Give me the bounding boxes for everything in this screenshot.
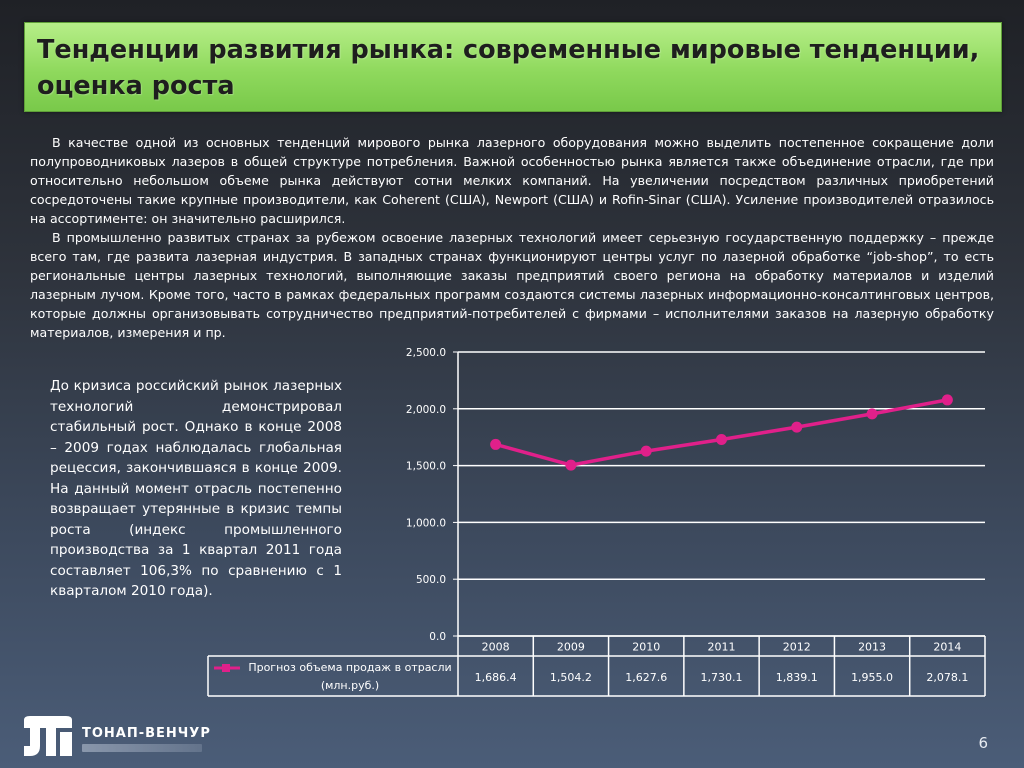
data-point <box>866 408 878 420</box>
series-line <box>495 398 948 467</box>
data-table-value: 1,686.4 <box>475 671 517 684</box>
chart-grid <box>453 351 985 637</box>
side-text: До кризиса российский рынок лазерных тех… <box>50 378 342 599</box>
x-category-label: 2014 <box>933 641 961 654</box>
data-point <box>716 433 727 445</box>
data-point <box>941 394 953 406</box>
data-point <box>490 438 502 450</box>
paragraph-1: В качестве одной из основных тенденций м… <box>30 135 994 226</box>
x-category-label: 2011 <box>708 641 736 654</box>
data-table-value: 1,839.1 <box>776 671 818 684</box>
slide-title: Тенденции развития рынка: современные ми… <box>37 35 980 101</box>
company-name: ТОНАП-ВЕНЧУР <box>82 726 211 741</box>
y-tick-label: 2,500.0 <box>406 347 446 359</box>
company-tagline-graphic <box>82 744 202 752</box>
body-text: В качестве одной из основных тенденций м… <box>30 133 994 342</box>
x-category-label: 2013 <box>858 641 886 654</box>
y-tick-label: 1,500.0 <box>406 461 446 473</box>
chart-series <box>490 394 953 471</box>
y-tick-label: 1,000.0 <box>406 517 446 529</box>
y-tick-label: 500.0 <box>416 574 446 586</box>
data-table-value: 1,504.2 <box>550 671 592 684</box>
legend-series-name: Прогноз объема продаж в отрасли (млн.руб.… <box>248 661 451 692</box>
paragraph-2: В промышленно развитых странах за рубежо… <box>30 230 994 340</box>
page-number: 6 <box>978 734 988 752</box>
x-category-label: 2012 <box>783 641 811 654</box>
x-category-label: 2008 <box>482 641 510 654</box>
data-point <box>791 421 803 433</box>
data-table-value: 1,955.0 <box>851 671 893 684</box>
data-table-value: 1,730.1 <box>701 671 743 684</box>
data-point <box>640 445 652 457</box>
company-logo-icon <box>22 716 74 756</box>
x-category-label: 2010 <box>632 641 660 654</box>
slide-title-banner: Тенденции развития рынка: современные ми… <box>24 22 1002 112</box>
data-table-value: 1,627.6 <box>625 671 667 684</box>
y-tick-label: 2,000.0 <box>406 404 446 416</box>
chart-data-table: 2008 2009 2010 2011 2012 2013 2014 1,686.4 1,504… <box>207 635 986 697</box>
data-point <box>565 459 577 471</box>
x-category-label: 2009 <box>557 641 585 654</box>
y-axis-ticks: 0.0 500.0 1,000.0 1,500.0 2,000.0 2,500.0 <box>406 347 446 643</box>
data-table-value: 2,078.1 <box>926 671 968 684</box>
y-tick-label: 0.0 <box>429 631 446 643</box>
legend-marker-swatch <box>222 664 230 672</box>
